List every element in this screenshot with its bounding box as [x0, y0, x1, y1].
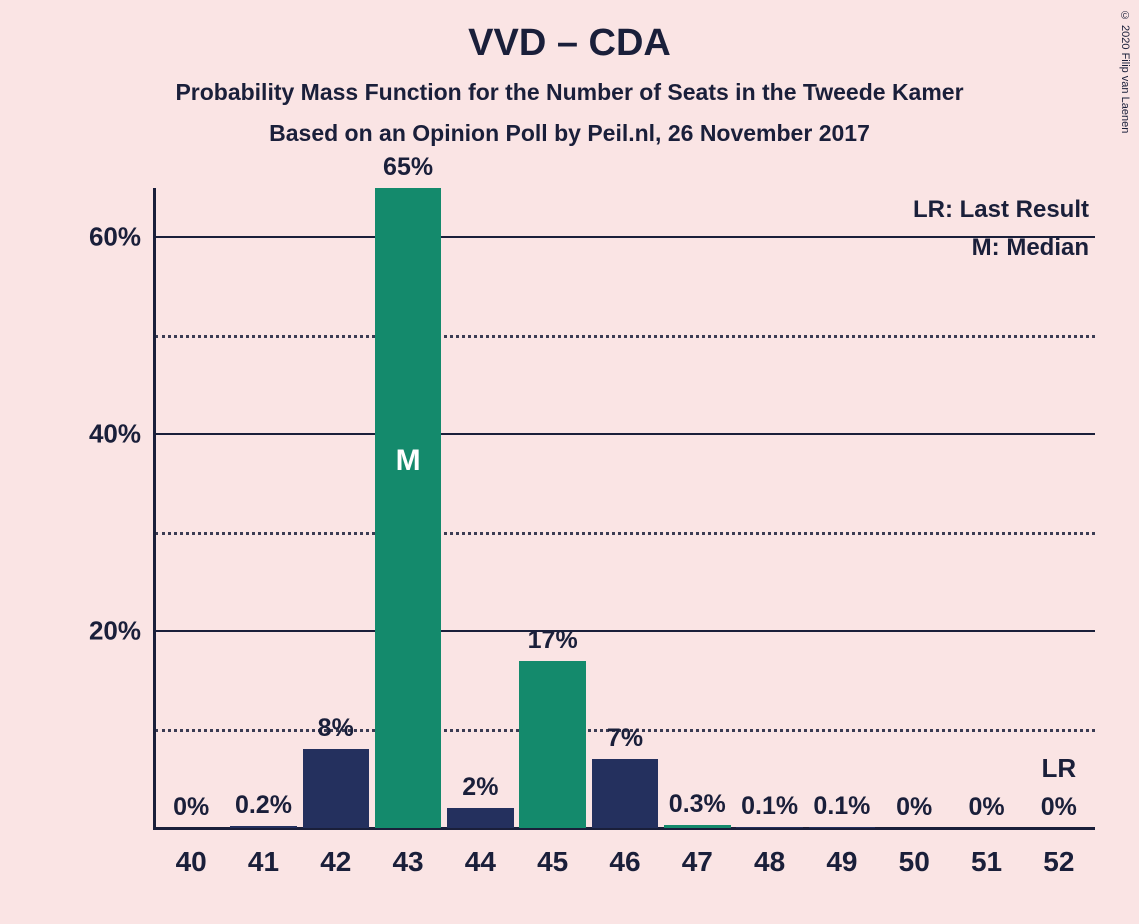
bar-value-label: 2%: [462, 773, 498, 802]
y-tick-label: 40%: [89, 419, 141, 450]
chart-subtitle-1: Probability Mass Function for the Number…: [0, 79, 1139, 106]
y-tick-label: 20%: [89, 616, 141, 647]
bar: 8%: [303, 749, 370, 828]
bar: 0.1%: [809, 827, 876, 828]
x-tick-label: 43: [392, 846, 423, 878]
gridline-major: [155, 630, 1095, 632]
bar-value-label: 0%: [896, 793, 932, 822]
bar-value-label: 0%: [1041, 793, 1077, 822]
bar: 65%M: [375, 188, 442, 828]
bar-value-label: 0%: [173, 793, 209, 822]
bar: 0.1%: [736, 827, 803, 828]
legend-lr: LR: Last Result: [913, 196, 1089, 224]
bar: 2%: [447, 808, 514, 828]
x-tick-label: 51: [971, 846, 1002, 878]
x-tick-label: 41: [248, 846, 279, 878]
bar-value-label: 0.1%: [813, 792, 870, 821]
x-tick-label: 42: [320, 846, 351, 878]
bar: 17%: [519, 661, 586, 828]
x-tick-label: 45: [537, 846, 568, 878]
y-axis: [153, 188, 156, 828]
y-tick-label: 60%: [89, 222, 141, 253]
bar-value-label: 8%: [318, 714, 354, 743]
gridline-major: [155, 236, 1095, 238]
chart-plot-area: 20%40%60%0%400.2%418%4265%M432%4417%457%…: [155, 188, 1095, 828]
gridline-minor: [155, 335, 1095, 338]
median-marker: M: [396, 444, 421, 478]
bar-value-label: 7%: [607, 724, 643, 753]
x-tick-label: 46: [609, 846, 640, 878]
chart-title: VVD – CDA: [0, 0, 1139, 65]
x-tick-label: 49: [826, 846, 857, 878]
gridline-major: [155, 433, 1095, 435]
x-tick-label: 52: [1043, 846, 1074, 878]
bar: 0.2%: [230, 826, 297, 828]
bar-value-label: 17%: [528, 626, 578, 655]
bar-value-label: 0.2%: [235, 791, 292, 820]
bar-value-label: 65%: [383, 153, 433, 182]
copyright-notice: © 2020 Filip van Laenen: [1119, 10, 1131, 133]
x-tick-label: 50: [899, 846, 930, 878]
bar-value-label: 0%: [968, 793, 1004, 822]
gridline-minor: [155, 532, 1095, 535]
bar: 7%: [592, 759, 659, 828]
bar: 0.3%: [664, 825, 731, 828]
x-tick-label: 47: [682, 846, 713, 878]
last-result-marker: LR: [1042, 753, 1077, 784]
x-tick-label: 40: [176, 846, 207, 878]
chart-subtitle-2: Based on an Opinion Poll by Peil.nl, 26 …: [0, 120, 1139, 147]
bar-value-label: 0.3%: [669, 790, 726, 819]
x-tick-label: 48: [754, 846, 785, 878]
legend-median: M: Median: [972, 234, 1089, 262]
bar-value-label: 0.1%: [741, 792, 798, 821]
x-tick-label: 44: [465, 846, 496, 878]
